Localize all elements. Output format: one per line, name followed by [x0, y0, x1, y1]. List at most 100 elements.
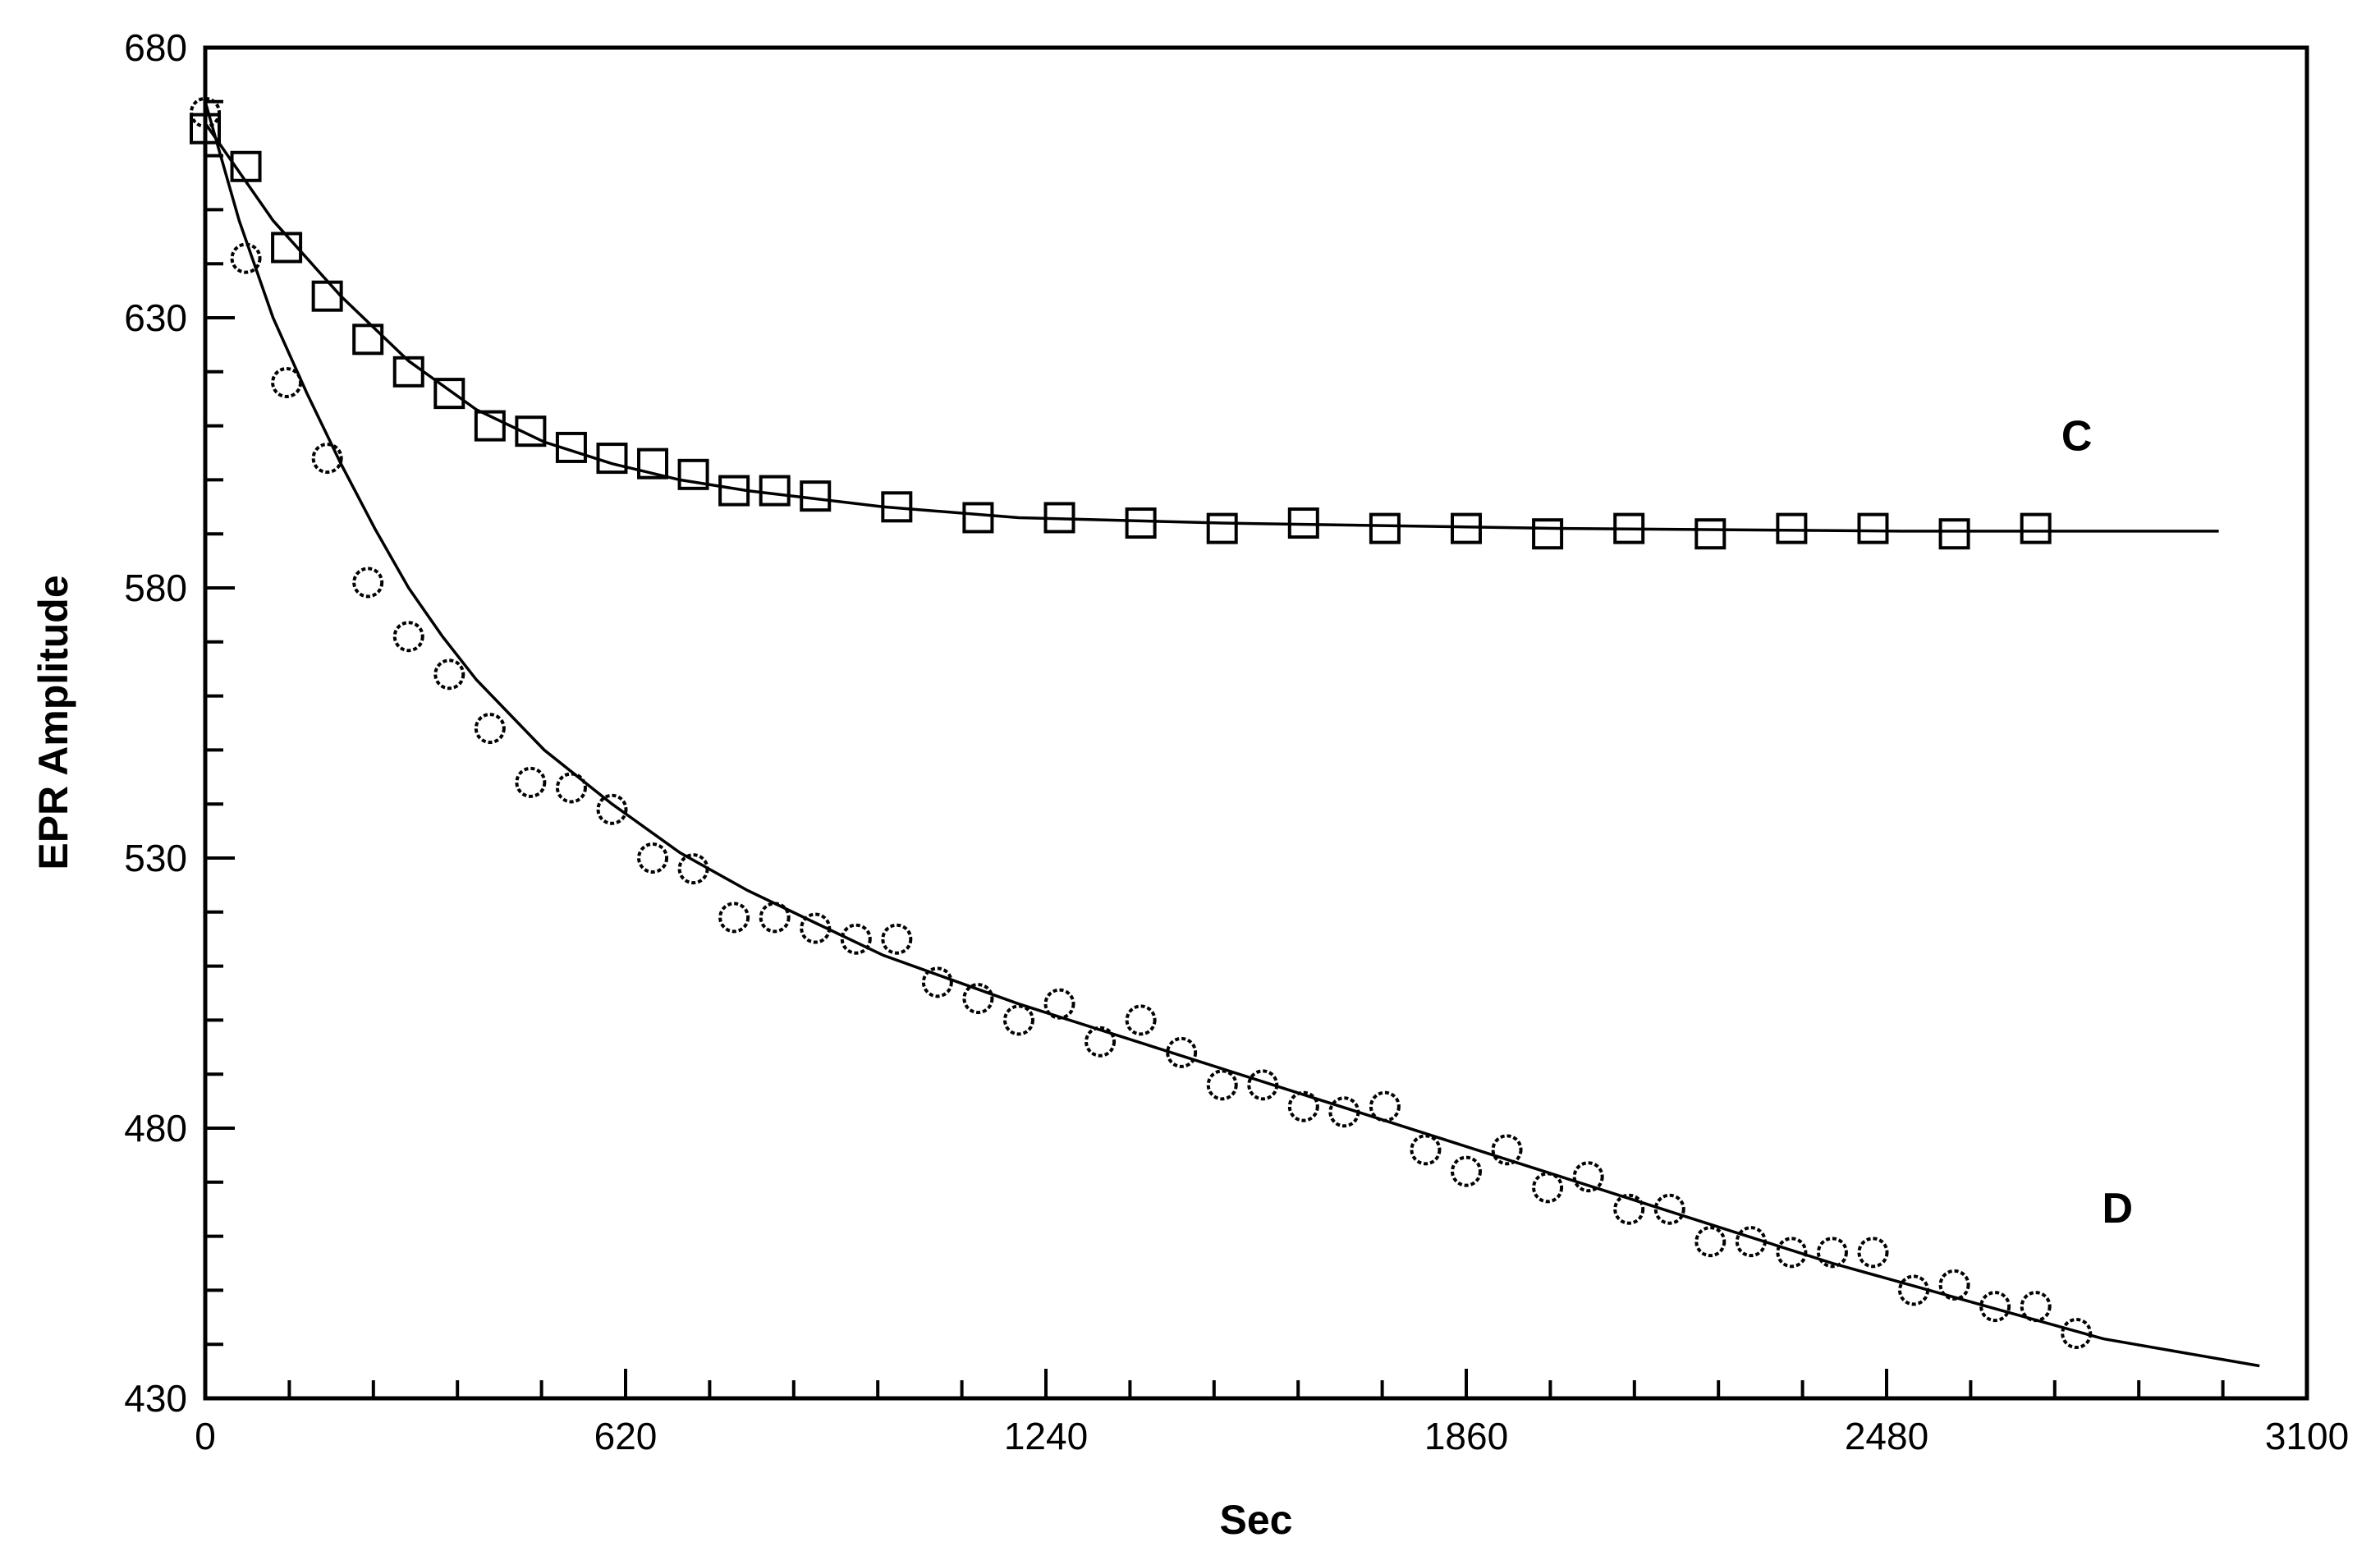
marker-d: [800, 912, 832, 944]
marker-d: [1613, 1193, 1645, 1225]
marker-c: [677, 458, 709, 490]
marker-d: [433, 659, 465, 691]
marker-c: [962, 502, 994, 534]
marker-d: [311, 443, 343, 475]
fit-line-c: [204, 122, 2219, 533]
marker-d: [474, 713, 506, 745]
marker-d: [1816, 1237, 1848, 1269]
marker-d: [515, 766, 547, 798]
marker-d: [1776, 1237, 1808, 1269]
marker-d: [1206, 1069, 1238, 1101]
marker-c: [311, 280, 343, 312]
series-label-d: D: [2102, 1185, 2133, 1232]
marker-d: [1002, 1004, 1034, 1036]
x-tick-label: 1860: [1424, 1415, 1508, 1457]
marker-c: [271, 232, 303, 264]
marker-d: [718, 902, 750, 934]
marker-c: [352, 324, 384, 356]
marker-d: [271, 366, 303, 398]
marker-c: [433, 378, 465, 410]
plot-frame: [203, 45, 2309, 1401]
marker-d: [1125, 1004, 1157, 1036]
y-tick-label: 630: [124, 296, 187, 339]
marker-c: [230, 150, 262, 182]
marker-d: [2061, 1318, 2093, 1350]
marker-c: [1857, 512, 1889, 544]
marker-d: [1369, 1090, 1401, 1122]
y-tick-label: 530: [124, 837, 187, 879]
marker-d: [1857, 1237, 1889, 1269]
marker-c: [596, 443, 628, 475]
marker-d: [392, 621, 424, 653]
y-axis-title: EPR Amplitude: [30, 575, 76, 870]
marker-c: [2020, 512, 2052, 544]
marker-d: [1532, 1172, 1564, 1204]
marker-d: [1694, 1226, 1727, 1258]
x-tick-labels: 0 620 1240 1860 2480 3100: [195, 1415, 2349, 1457]
marker-c: [1776, 512, 1808, 544]
marker-c: [1125, 507, 1157, 539]
marker-d: [2020, 1291, 2052, 1323]
x-axis-title: Sec: [1220, 1497, 1293, 1543]
marker-c: [1451, 512, 1482, 544]
marker-d: [1085, 1026, 1117, 1058]
series-label-c: C: [2061, 413, 2093, 461]
marker-d: [352, 567, 384, 599]
marker-d: [1979, 1291, 2011, 1323]
marker-c: [637, 447, 669, 480]
marker-d: [596, 793, 628, 825]
marker-c: [1206, 512, 1238, 544]
marker-c: [800, 480, 832, 512]
marker-c: [1613, 512, 1645, 544]
marker-d: [1410, 1134, 1442, 1166]
marker-d: [1938, 1269, 1970, 1301]
y-tick-label: 480: [124, 1107, 187, 1150]
marker-d: [1043, 988, 1075, 1020]
marker-d: [1328, 1096, 1360, 1128]
x-tick-label: 1240: [1004, 1415, 1088, 1457]
minor-ticks: [204, 46, 2309, 1400]
y-tick-label: 580: [124, 567, 187, 609]
marker-c: [1694, 518, 1727, 550]
fit-lines: [204, 101, 2260, 1368]
marker-c: [718, 475, 750, 507]
marker-d: [230, 242, 262, 274]
marker-c: [1938, 518, 1970, 550]
marker-c: [515, 415, 547, 447]
marker-c: [1043, 502, 1075, 534]
marker-d: [1287, 1090, 1319, 1122]
marker-d: [962, 983, 994, 1015]
marker-d: [881, 923, 913, 955]
marker-d: [1735, 1226, 1767, 1258]
marker-d: [1572, 1161, 1604, 1193]
marker-c: [1369, 512, 1401, 544]
markers: [190, 96, 2093, 1350]
marker-c: [392, 356, 424, 388]
series-labels: CD: [2061, 413, 2133, 1232]
marker-c: [881, 491, 913, 523]
marker-d: [555, 772, 587, 804]
x-tick-label: 3100: [2265, 1415, 2349, 1457]
major-ticks: [204, 46, 2309, 1400]
marker-d: [677, 853, 709, 885]
y-tick-label: 680: [124, 26, 187, 69]
marker-d: [1247, 1069, 1279, 1101]
fit-line-d: [204, 101, 2260, 1368]
marker-d: [190, 96, 221, 128]
marker-d: [840, 923, 872, 955]
marker-d: [1491, 1134, 1523, 1166]
marker-d: [1653, 1193, 1685, 1225]
marker-c: [190, 112, 221, 145]
marker-d: [1898, 1274, 1930, 1306]
x-tick-label: 620: [594, 1415, 658, 1457]
x-tick-label: 0: [195, 1415, 216, 1457]
marker-d: [921, 966, 953, 998]
marker-c: [555, 431, 587, 463]
marker-c: [474, 410, 506, 442]
marker-c: [1287, 507, 1319, 539]
marker-d: [1166, 1036, 1198, 1068]
marker-d: [759, 902, 791, 934]
marker-d: [637, 842, 669, 874]
